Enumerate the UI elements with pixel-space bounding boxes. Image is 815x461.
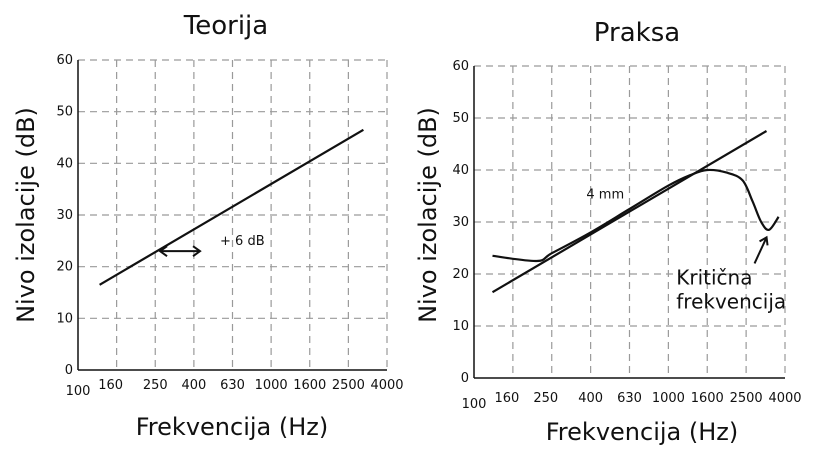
x-tick-label: 1600 xyxy=(293,378,326,393)
annotation-label: frekvencija xyxy=(676,289,786,313)
x-tick-label: 100 xyxy=(66,384,91,399)
y-tick-label: 30 xyxy=(452,215,469,230)
practice-chart-series xyxy=(491,130,780,294)
y-tick-label: 20 xyxy=(56,260,73,275)
x-tick-label: 100 xyxy=(462,397,487,412)
practice-chart-title: Praksa xyxy=(594,18,680,48)
theory-chart-annotations: + 6 dB xyxy=(158,234,265,257)
x-tick-label: 1000 xyxy=(255,378,288,393)
x-tick-label: 1000 xyxy=(652,391,685,406)
practice-chart-y-ticks: 0 10 20 30 40 50 60 xyxy=(452,59,469,386)
practice-chart-x-ticks: 100 160 250 400 630 1000 1600 2500 4000 xyxy=(462,391,802,412)
arrow-head xyxy=(759,235,769,246)
x-tick-label: 2500 xyxy=(332,378,365,393)
callout-arrow-line xyxy=(753,236,768,264)
x-tick-label: 630 xyxy=(220,378,245,393)
practice-chart-x-axis-label: Frekvencija (Hz) xyxy=(546,418,738,446)
theory-chart-series xyxy=(99,128,364,286)
practice-chart-grid xyxy=(473,65,786,379)
theory-chart-x-ticks: 100 160 250 400 630 1000 1600 2500 4000 xyxy=(66,378,404,399)
annotation-label: + 6 dB xyxy=(220,234,265,249)
practice-chart-y-axis-label: Nivo izolacije (dB) xyxy=(414,107,442,323)
y-tick-label: 50 xyxy=(452,111,469,126)
arrow-head xyxy=(192,245,202,257)
x-tick-label: 1600 xyxy=(691,391,724,406)
x-tick-label: 4000 xyxy=(768,391,801,406)
x-tick-label: 2500 xyxy=(730,391,763,406)
theory-chart-y-ticks: 0 10 20 30 40 50 60 xyxy=(56,53,73,378)
x-tick-label: 400 xyxy=(181,378,206,393)
series-line xyxy=(492,168,780,263)
y-tick-label: 20 xyxy=(452,267,469,282)
y-tick-label: 0 xyxy=(461,371,469,386)
y-tick-label: 10 xyxy=(452,319,469,334)
x-tick-label: 400 xyxy=(578,391,603,406)
x-tick-label: 4000 xyxy=(370,378,403,393)
series-line xyxy=(491,130,768,294)
annotation-label: 4 mm xyxy=(586,188,624,203)
y-tick-label: 60 xyxy=(452,59,469,74)
theory-chart-grid xyxy=(77,59,388,371)
theory-chart-title: Teorija xyxy=(183,11,268,41)
x-tick-label: 160 xyxy=(98,378,123,393)
x-tick-label: 250 xyxy=(533,391,558,406)
practice-chart: Praksa 0 10 20 30 40 50 60 100 160 250 400 630 1000… xyxy=(414,18,802,446)
y-tick-label: 0 xyxy=(65,363,73,378)
y-tick-label: 40 xyxy=(452,163,469,178)
y-tick-label: 40 xyxy=(56,156,73,171)
y-tick-label: 60 xyxy=(56,53,73,68)
x-tick-label: 630 xyxy=(617,391,642,406)
series-line xyxy=(99,128,364,286)
x-tick-label: 250 xyxy=(143,378,168,393)
x-tick-label: 160 xyxy=(494,391,519,406)
y-tick-label: 10 xyxy=(56,311,73,326)
theory-chart-y-axis-label: Nivo izolacije (dB) xyxy=(12,107,40,323)
arrow-head xyxy=(158,245,168,257)
y-tick-label: 30 xyxy=(56,208,73,223)
theory-chart-x-axis-label: Frekvencija (Hz) xyxy=(136,413,328,441)
annotation-label: Kritična xyxy=(676,265,752,289)
y-tick-label: 50 xyxy=(56,105,73,120)
